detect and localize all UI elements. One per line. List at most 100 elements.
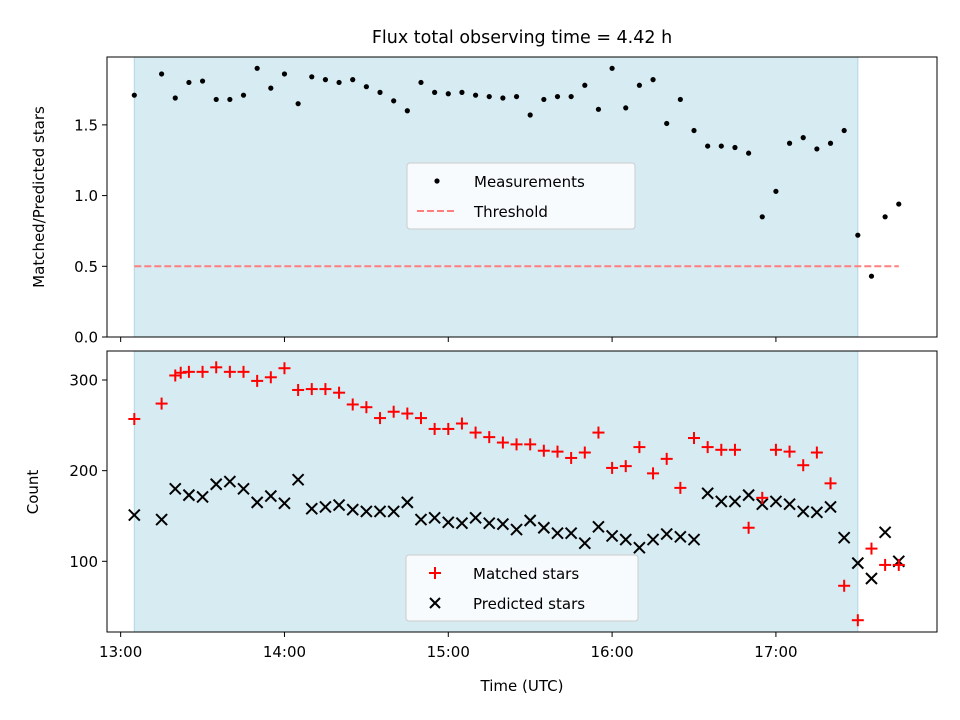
measurement-point <box>800 135 806 141</box>
matched-star-point <box>223 365 236 378</box>
predicted-star-point <box>837 531 851 544</box>
matched-star-point <box>360 401 373 414</box>
measurement-point <box>691 127 697 134</box>
measurement-point <box>882 214 888 220</box>
matched-star-point <box>756 491 769 504</box>
measurement-point <box>786 140 793 146</box>
bottom-y-tick-label: 100 <box>69 553 98 571</box>
predicted-star-point <box>592 520 605 534</box>
measurement-point <box>227 96 233 103</box>
predicted-star-point <box>346 503 359 516</box>
predicted-star-point <box>264 489 278 503</box>
measurement-point <box>350 77 356 83</box>
top-legend-box <box>406 162 636 230</box>
matched-star-point <box>578 446 591 459</box>
top-legend: Measurements Threshold <box>406 162 636 230</box>
matched-star-point <box>182 365 195 378</box>
measurement-point <box>172 95 178 101</box>
predicted-star-point <box>660 527 673 541</box>
measurement-point <box>773 188 779 194</box>
predicted-star-point <box>401 496 414 509</box>
matched-star-point <box>333 386 346 399</box>
matched-star-point <box>455 417 468 430</box>
bottom-legend-box <box>405 554 639 622</box>
measurement-point <box>636 82 643 88</box>
top-y-tick-label: 0.0 <box>74 329 98 347</box>
measurement-point <box>568 93 574 100</box>
matched-star-point <box>606 461 619 474</box>
matched-star-point <box>387 405 400 418</box>
matched-star-point <box>619 460 632 473</box>
matched-star-point <box>865 542 878 555</box>
measurement-point <box>841 127 847 134</box>
matched-star-point <box>715 443 728 456</box>
matched-star-point <box>251 374 264 387</box>
predicted-star-point <box>865 572 878 585</box>
predicted-star-point <box>715 495 728 508</box>
predicted-star-point <box>878 526 892 539</box>
predicted-star-point <box>332 498 346 512</box>
measurement-point <box>868 273 875 279</box>
predicted-star-point <box>633 541 646 554</box>
measurement-point <box>254 65 260 71</box>
measurement-point <box>500 95 506 101</box>
bottom-y-tick-label: 300 <box>69 372 98 390</box>
legend-matched-marker <box>429 567 441 579</box>
measurement-point <box>445 91 451 97</box>
matched-star-point <box>660 452 673 465</box>
predicted-star-point <box>237 482 250 495</box>
matched-star-point <box>592 426 605 439</box>
matched-star-point <box>797 459 810 472</box>
predicted-star-point <box>223 475 237 488</box>
measurement-point <box>159 71 165 77</box>
measurement-point <box>281 71 288 77</box>
legend-threshold-label: Threshold <box>473 203 548 221</box>
matched-star-point <box>210 361 223 374</box>
predicted-star-point <box>578 536 592 550</box>
measurement-point <box>404 108 410 114</box>
predicted-star-point <box>523 514 537 527</box>
measurement-point <box>541 96 547 103</box>
matched-star-point <box>769 443 782 456</box>
x-tick-label: 14:00 <box>263 643 306 661</box>
measurement-point <box>554 93 561 100</box>
measurement-point <box>459 89 465 95</box>
predicted-star-point <box>824 500 837 514</box>
predicted-star-point <box>455 517 469 530</box>
legend-measurements-marker <box>434 178 440 184</box>
measurement-point <box>186 79 192 86</box>
matched-star-point <box>810 446 823 459</box>
predicted-star-point <box>414 513 428 526</box>
top-y-tick-label: 0.5 <box>74 258 98 276</box>
predicted-star-point <box>728 495 742 508</box>
matched-star-point <box>510 438 523 451</box>
measurement-point <box>705 143 711 149</box>
x-tick-label: 15:00 <box>427 643 470 661</box>
matched-star-point <box>783 445 796 458</box>
matched-star-point <box>278 362 291 375</box>
matched-star-point <box>892 558 905 571</box>
matched-star-point <box>551 445 564 458</box>
measurement-point <box>268 85 274 91</box>
legend-predicted-marker <box>429 597 441 609</box>
measurement-point <box>240 92 247 98</box>
matched-star-point <box>169 369 182 382</box>
matched-star-point <box>633 441 646 454</box>
top-y-axis: 0.0 0.5 1.0 1.5 <box>74 116 107 347</box>
measurement-point <box>855 232 861 238</box>
predicted-star-point <box>496 517 510 531</box>
measurement-point <box>896 201 902 207</box>
predicted-star-point <box>305 502 318 515</box>
predicted-star-point <box>810 506 824 519</box>
ratio-panel: 0.0 0.5 1.0 1.5 Matched/Predicted stars Mea… <box>30 56 938 347</box>
top-data-marks <box>131 65 902 279</box>
predicted-star-point <box>360 505 373 518</box>
matched-star-point <box>701 441 714 454</box>
top-y-tick-label: 1.5 <box>74 116 98 134</box>
predicted-star-point <box>756 497 769 511</box>
predicted-star-point <box>742 488 755 502</box>
matched-star-point <box>155 397 168 410</box>
predicted-star-point <box>701 487 714 500</box>
legend-predicted-label: Predicted stars <box>473 595 585 613</box>
predicted-star-point <box>619 533 632 546</box>
